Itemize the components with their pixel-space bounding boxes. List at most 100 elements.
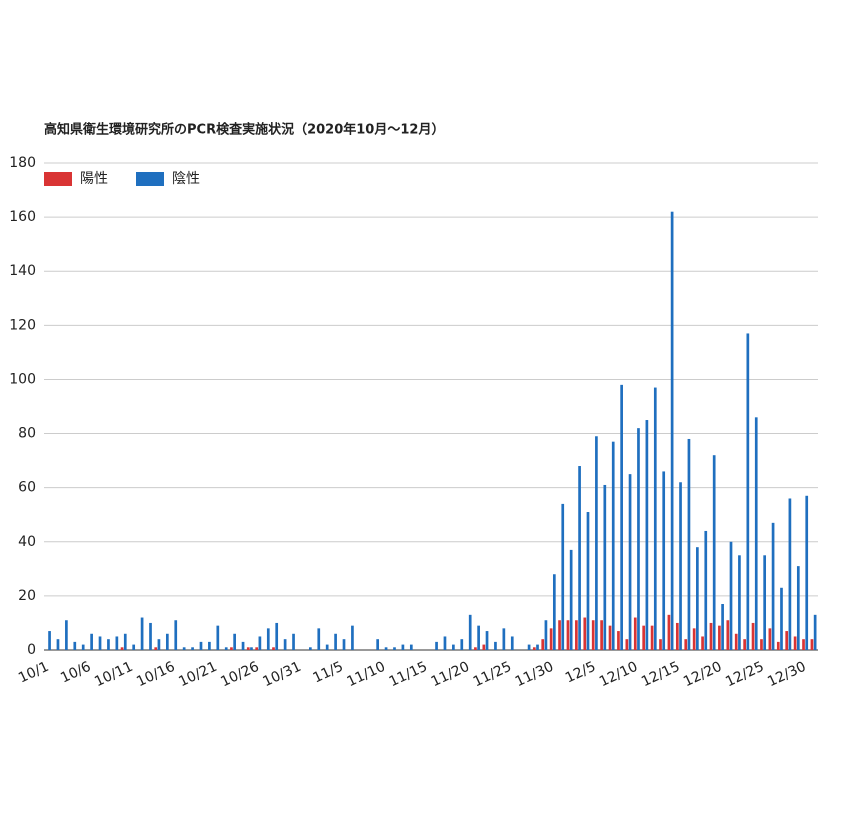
bar — [743, 639, 746, 650]
bar — [549, 628, 553, 650]
bar — [233, 633, 236, 650]
bar — [334, 633, 337, 650]
bar — [494, 641, 497, 650]
bar — [586, 512, 590, 650]
bar — [760, 639, 763, 650]
bar — [628, 474, 632, 650]
bar — [224, 647, 228, 650]
bar — [701, 636, 704, 650]
x-tick-label: 11/10 — [345, 659, 388, 691]
bar — [679, 482, 682, 650]
x-tick-label: 12/25 — [723, 659, 766, 691]
bar — [485, 631, 489, 650]
bar — [275, 622, 279, 650]
x-tick-label: 11/20 — [429, 659, 472, 691]
bar — [325, 644, 329, 650]
x-tick-label: 11/30 — [513, 659, 556, 691]
bar — [810, 639, 814, 650]
bar — [90, 633, 93, 650]
bar — [603, 484, 607, 650]
y-tick-label: 0 — [27, 642, 36, 658]
bar — [788, 498, 792, 650]
bar — [149, 622, 152, 650]
bar — [120, 647, 124, 650]
bar — [692, 628, 696, 650]
bar — [544, 620, 548, 650]
y-tick-label: 60 — [18, 480, 36, 496]
bar — [712, 455, 716, 650]
bar — [684, 639, 688, 650]
x-tick-label: 10/16 — [134, 659, 177, 691]
bar — [73, 641, 77, 650]
bar — [115, 636, 119, 650]
bar — [140, 617, 144, 650]
y-tick-label: 160 — [9, 209, 36, 225]
bar — [653, 387, 657, 650]
chart-title: 高知県衛生環境研究所のPCR検査実施状況（2020年10月～12月） — [44, 122, 444, 138]
x-tick-label: 10/6 — [58, 659, 93, 687]
bar — [174, 620, 178, 650]
bar — [566, 620, 570, 650]
bar — [768, 628, 772, 650]
bar — [376, 639, 380, 650]
bar — [199, 641, 203, 650]
x-tick-label: 12/10 — [597, 659, 640, 691]
bar — [776, 641, 780, 650]
y-tick-label: 20 — [18, 588, 36, 604]
bar — [477, 625, 480, 650]
x-tick-label: 10/11 — [92, 659, 135, 691]
bar — [575, 620, 578, 650]
bar — [633, 617, 637, 650]
x-tick-label: 12/15 — [639, 659, 682, 691]
bar — [317, 628, 321, 650]
y-tick-label: 120 — [9, 317, 36, 333]
bar — [154, 647, 158, 650]
bar — [583, 617, 587, 650]
bar — [541, 639, 545, 650]
bar — [721, 604, 724, 650]
bar — [620, 384, 623, 650]
bar — [384, 647, 388, 650]
bar — [754, 417, 758, 650]
y-tick-label: 80 — [18, 426, 36, 442]
bar — [246, 647, 250, 650]
bar — [208, 641, 211, 650]
bar — [241, 641, 245, 650]
bar — [595, 436, 598, 650]
bar — [642, 625, 646, 650]
bar — [536, 644, 539, 650]
x-tick-label: 10/26 — [218, 659, 261, 691]
bar — [670, 211, 674, 650]
y-tick-label: 140 — [9, 263, 36, 279]
bar — [502, 628, 506, 650]
bar — [558, 620, 561, 650]
x-tick-label: 11/5 — [311, 659, 346, 687]
bar — [578, 466, 581, 650]
bar — [662, 471, 666, 650]
bar — [250, 647, 253, 650]
legend-swatch — [44, 172, 72, 186]
bar — [802, 639, 805, 650]
y-tick-label: 100 — [9, 371, 36, 387]
bar — [805, 495, 809, 650]
bar — [637, 428, 640, 650]
x-tick-label: 12/30 — [765, 659, 808, 691]
bar — [292, 633, 295, 650]
bar — [452, 644, 455, 650]
bar — [393, 647, 396, 650]
bar — [625, 639, 629, 650]
bar — [561, 503, 565, 650]
bar — [351, 625, 354, 650]
bar — [309, 647, 312, 650]
bar — [771, 522, 775, 650]
bar — [527, 644, 531, 650]
bar — [255, 647, 259, 650]
bar — [132, 644, 136, 650]
y-tick-label: 180 — [9, 155, 36, 171]
bar — [216, 625, 220, 650]
bar — [552, 574, 556, 650]
legend-swatch — [136, 172, 164, 186]
x-tick-label: 10/21 — [176, 659, 219, 691]
bar — [468, 614, 472, 650]
